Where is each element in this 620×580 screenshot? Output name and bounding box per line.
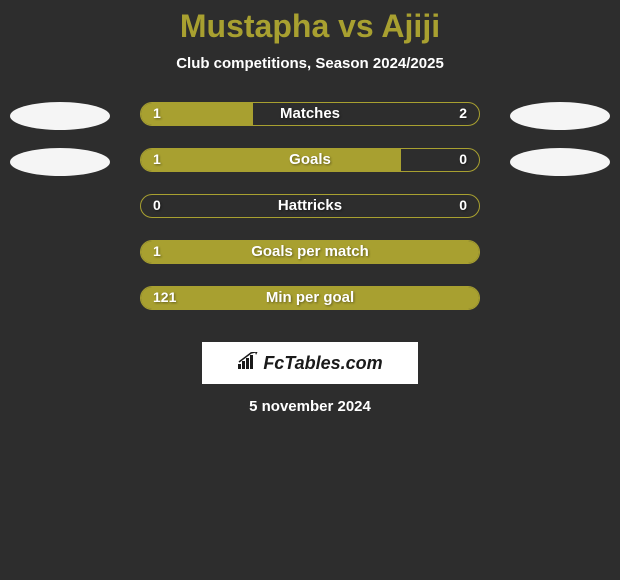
stat-bar: 10Goals xyxy=(140,148,480,172)
chart-icon xyxy=(237,352,259,375)
page-title: Mustapha vs Ajiji xyxy=(0,8,620,45)
stat-row: 00Hattricks xyxy=(0,194,620,240)
logo-text: FcTables.com xyxy=(263,353,382,374)
stat-rows: 12Matches 10Goals 00Hattricks 1Goals per ma… xyxy=(0,102,620,332)
logo-box: FcTables.com xyxy=(202,342,418,384)
stat-bar: 00Hattricks xyxy=(140,194,480,218)
comparison-infographic: Mustapha vs Ajiji Club competitions, Sea… xyxy=(0,0,620,415)
player-left-badge xyxy=(10,102,110,130)
stat-row: 121Min per goal xyxy=(0,286,620,332)
date-text: 5 november 2024 xyxy=(0,398,620,415)
stat-label: Hattricks xyxy=(141,197,479,214)
stat-label: Goals xyxy=(141,151,479,168)
stat-row: 10Goals xyxy=(0,148,620,194)
stat-bar: 12Matches xyxy=(140,102,480,126)
logo: FcTables.com xyxy=(237,352,382,375)
stat-label: Goals per match xyxy=(141,243,479,260)
stat-bar: 121Min per goal xyxy=(140,286,480,310)
stat-row: 1Goals per match xyxy=(0,240,620,286)
stat-row: 12Matches xyxy=(0,102,620,148)
player-left-badge xyxy=(10,148,110,176)
player-right-badge xyxy=(510,102,610,130)
stat-label: Min per goal xyxy=(141,289,479,306)
player-right-badge xyxy=(510,148,610,176)
stat-bar: 1Goals per match xyxy=(140,240,480,264)
stat-label: Matches xyxy=(141,105,479,122)
page-subtitle: Club competitions, Season 2024/2025 xyxy=(0,55,620,72)
